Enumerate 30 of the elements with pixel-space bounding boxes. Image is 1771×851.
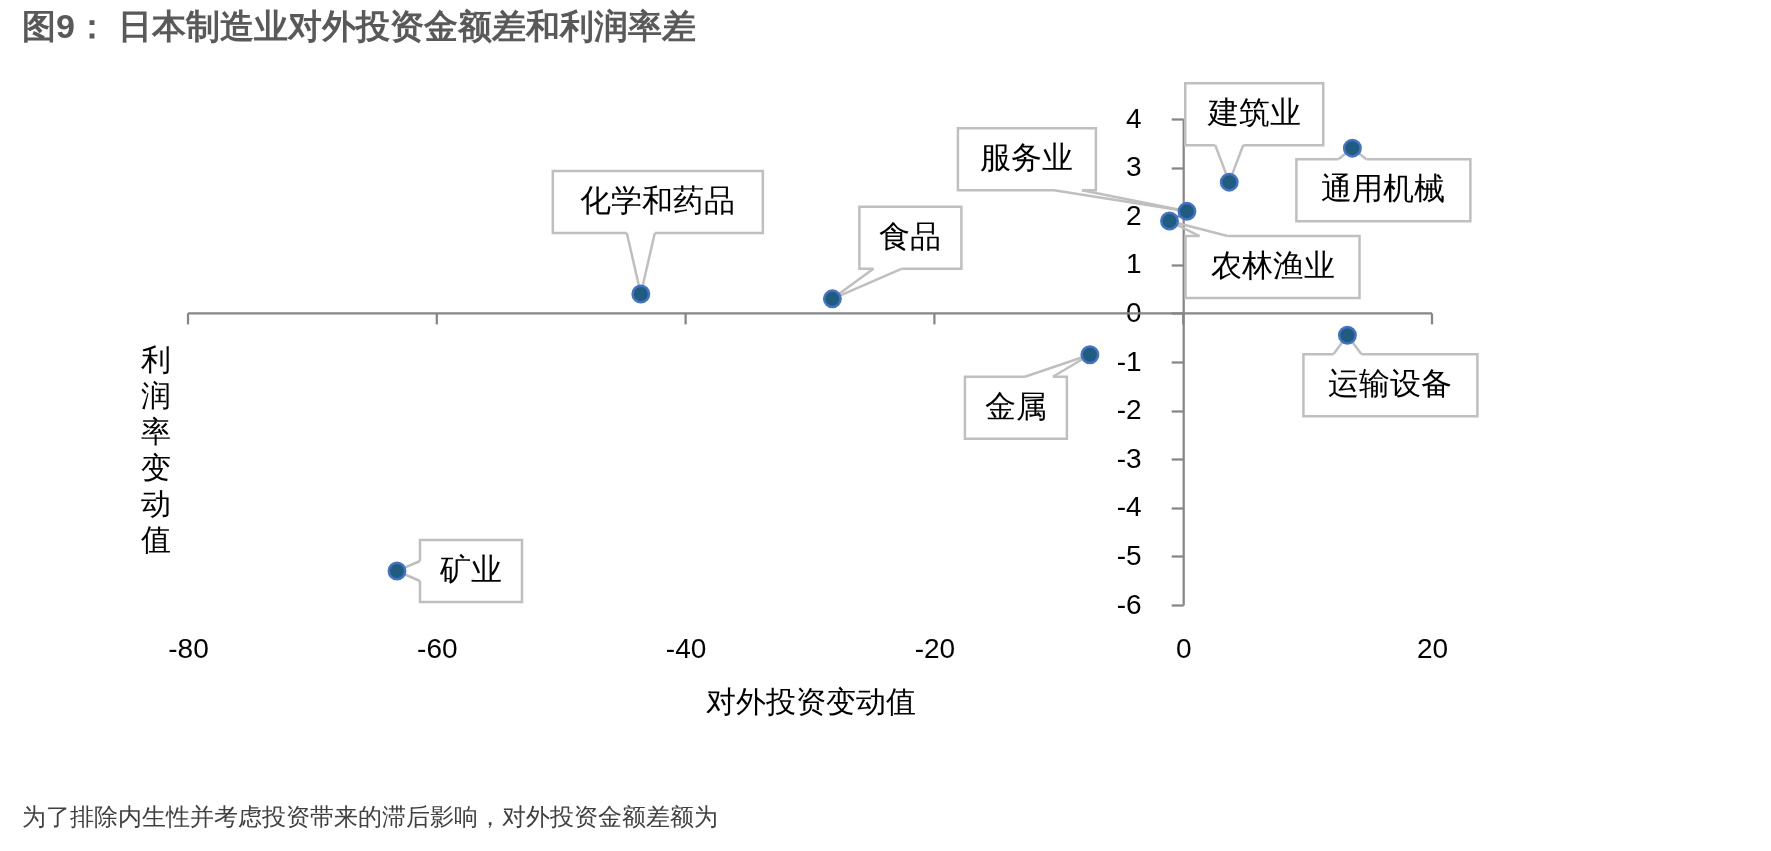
y-tick-label: 3 [1126,151,1142,183]
x-axis-title: 对外投资变动值 [705,684,916,718]
chart-title: 图9： 日本制造业对外投资金额差和利润率差 [22,7,697,45]
x-tick-label: -40 [665,632,707,664]
annotation: 农林渔业 [1210,248,1335,284]
x-tick-label: -80 [168,632,209,664]
x-tick-label: 20 [1416,632,1449,664]
y-tick-label: -4 [1116,491,1142,523]
annotation: 建筑业 [1206,95,1301,131]
x-tick-label: -60 [417,632,458,664]
annotation: 通用机械 [1321,171,1446,207]
y-axis-title: 利润率变动值 [141,343,171,556]
y-tick-label: -2 [1116,394,1142,426]
y-tick-label: 2 [1126,199,1142,231]
annotation: 服务业 [980,140,1074,176]
x-tick-label: 0 [1175,632,1192,664]
annotation: 矿业 [438,551,502,587]
annotation: 金属 [984,388,1047,424]
annotation: 食品 [879,218,942,254]
y-tick-label: -1 [1116,345,1142,377]
y-tick-label: 4 [1126,102,1142,134]
annotation: 化学和药品 [580,182,736,218]
y-tick-label: -6 [1116,588,1142,620]
y-tick-label: 1 [1126,248,1142,280]
y-tick-label: -5 [1116,539,1142,571]
text: 为了排除内生性并考虑投资带来的滞后影响，对外投资金额差额为 [22,803,718,830]
y-tick-label: 0 [1126,296,1142,328]
annotation: 运输设备 [1328,366,1453,402]
y-tick-label: -3 [1116,442,1142,474]
x-tick-label: -20 [914,632,956,664]
